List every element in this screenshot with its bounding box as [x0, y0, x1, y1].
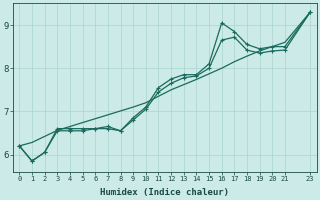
X-axis label: Humidex (Indice chaleur): Humidex (Indice chaleur)	[100, 188, 229, 197]
